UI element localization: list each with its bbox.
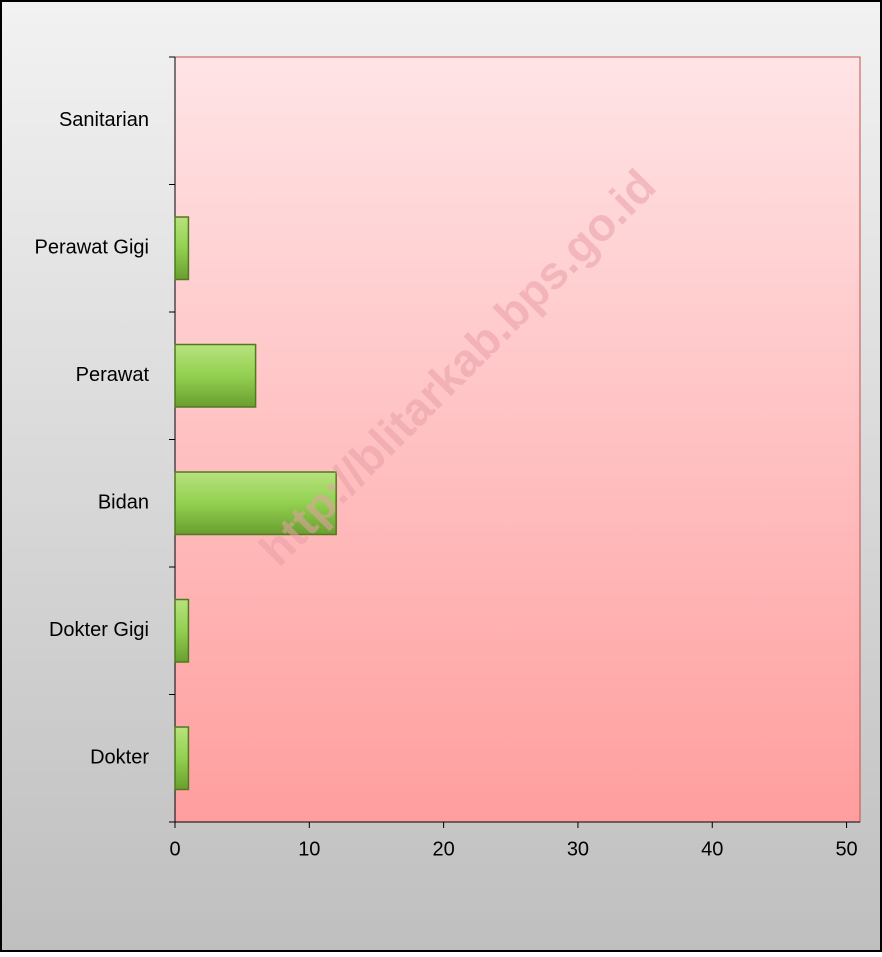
y-tick-label: Bidan bbox=[98, 492, 149, 514]
y-tick-label: Dokter Gigi bbox=[49, 619, 149, 641]
x-tick-label: 30 bbox=[567, 838, 589, 860]
bar bbox=[174, 598, 190, 663]
y-tick-label: Sanitarian bbox=[59, 109, 149, 131]
y-tick-label: Dokter bbox=[90, 747, 149, 769]
plot-area bbox=[174, 56, 861, 823]
x-tick-label: 20 bbox=[433, 838, 455, 860]
x-tick-label: 0 bbox=[169, 838, 180, 860]
bar bbox=[174, 726, 190, 791]
bar bbox=[174, 216, 190, 281]
x-tick-label: 10 bbox=[298, 838, 320, 860]
x-tick-label: 50 bbox=[835, 838, 857, 860]
x-tick-label: 40 bbox=[701, 838, 723, 860]
bar bbox=[174, 471, 337, 536]
y-tick-label: Perawat Gigi bbox=[35, 237, 150, 259]
bar bbox=[174, 343, 257, 408]
y-tick-label: Perawat bbox=[76, 364, 150, 386]
